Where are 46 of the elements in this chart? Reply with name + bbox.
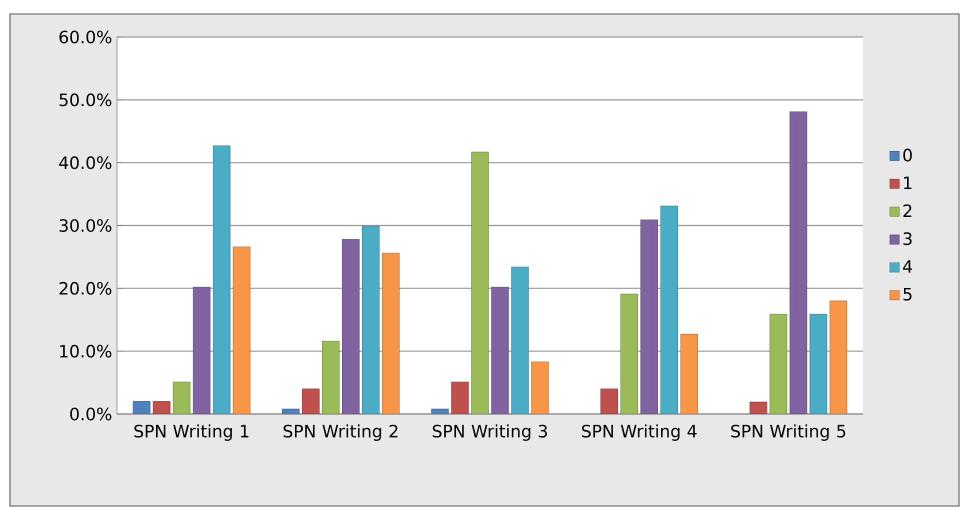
- bar: [531, 362, 549, 414]
- bar: [172, 382, 190, 414]
- bar: [491, 286, 509, 414]
- bar: [810, 314, 828, 414]
- bar: [620, 294, 638, 414]
- y-tick-label: 0.0%: [70, 408, 112, 420]
- x-tick-label: SPN Writing 5: [731, 424, 846, 441]
- y-tick-label: 40.0%: [59, 156, 112, 170]
- bar: [511, 266, 529, 414]
- legend-label: 0: [903, 148, 912, 162]
- y-tick-label: 20.0%: [60, 282, 112, 295]
- bar: [680, 334, 698, 414]
- bar: [132, 401, 150, 414]
- bar: [322, 340, 340, 414]
- bar: [152, 401, 170, 414]
- bar: [212, 145, 230, 414]
- legend-label: 1: [904, 176, 912, 189]
- bar: [382, 252, 400, 414]
- y-tick-label: 30.0%: [60, 219, 112, 232]
- bar: [750, 402, 768, 414]
- legend-label: 3: [903, 232, 912, 246]
- y-tick-label: 60.0%: [59, 30, 112, 44]
- bar: [640, 220, 658, 414]
- bar: [282, 408, 300, 414]
- bar: [830, 300, 848, 414]
- bar: [342, 239, 360, 414]
- bar: [302, 388, 320, 414]
- bar: [600, 388, 618, 414]
- legend-label: 5: [903, 288, 912, 301]
- bar: [770, 314, 788, 414]
- bar: [431, 408, 449, 414]
- bar: [451, 382, 469, 414]
- bar: [660, 206, 678, 414]
- legend-label: 4: [903, 260, 912, 273]
- y-tick-label: 10.0%: [60, 344, 112, 358]
- x-tick-label: SPN Writing 3: [432, 424, 547, 441]
- bar: [232, 246, 250, 414]
- legend-label: 2: [903, 204, 912, 217]
- bar: [192, 286, 210, 414]
- bar: [790, 112, 808, 414]
- y-tick-label: 50.0%: [60, 93, 112, 106]
- x-tick-label: SPN Writing 2: [284, 424, 398, 441]
- bar: [471, 152, 489, 414]
- x-tick-label: SPN Writing 1: [134, 424, 248, 441]
- bar: [362, 226, 380, 414]
- x-tick-label: SPN Writing 4: [582, 424, 697, 441]
